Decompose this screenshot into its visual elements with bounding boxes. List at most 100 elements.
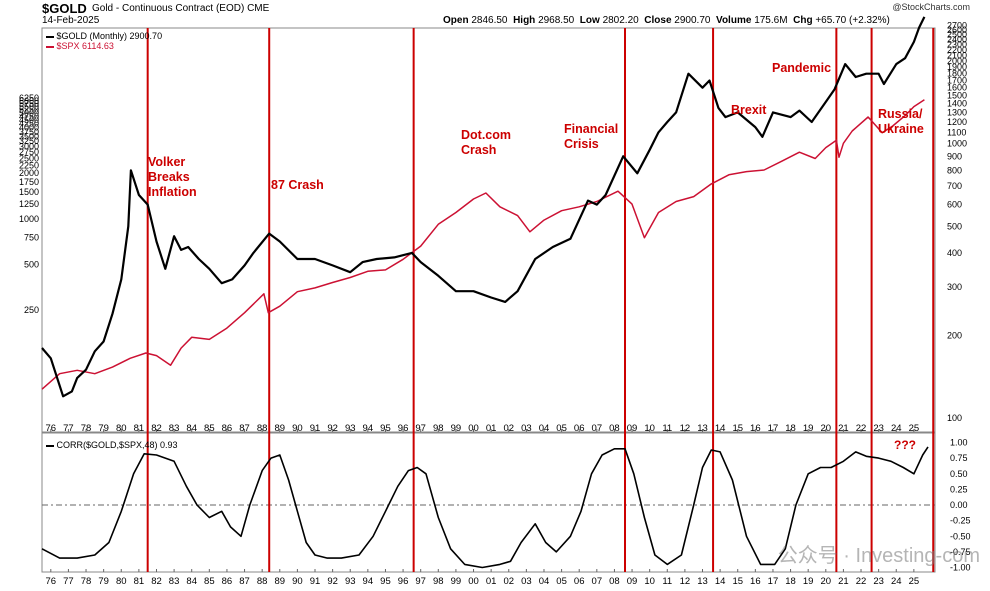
right-tick-label: 1200 — [947, 117, 967, 127]
low-label: Low — [579, 15, 600, 26]
right-tick-label: 2000 — [947, 56, 967, 66]
legend-gold: $GOLD (Monthly) 2900.70 — [46, 31, 162, 41]
x-tick-label-bottom: 91 — [310, 576, 321, 587]
x-tick-label-bottom: 08 — [609, 576, 620, 587]
x-tick-label-bottom: 85 — [204, 576, 215, 587]
description-text: Gold - Continuous Contract (EOD) — [92, 3, 245, 14]
left-tick-label: 5500 — [19, 102, 39, 112]
legend-gold-swatch — [46, 35, 54, 38]
event-label: Brexit — [731, 103, 767, 117]
left-tick-label: 2250 — [19, 160, 39, 170]
left-tick-label: 3250 — [19, 136, 39, 146]
spx-series-line — [41, 99, 925, 390]
x-tick-label-bottom: 16 — [750, 576, 761, 587]
x-tick-label-top: 15 — [732, 423, 743, 434]
close-value: 2900.70 — [674, 15, 711, 26]
high-label: High — [513, 15, 536, 26]
x-tick-label-bottom: 76 — [46, 576, 57, 587]
x-tick-label-top: 77 — [63, 423, 74, 434]
right-tick-label: 1300 — [947, 107, 967, 117]
chart-date: 14-Feb-2025 — [42, 15, 100, 26]
x-tick-label-bottom: 78 — [81, 576, 92, 587]
x-tick-label-top: 83 — [169, 423, 180, 434]
x-tick-label-top: 85 — [204, 423, 215, 434]
x-tick-label-bottom: 14 — [715, 576, 726, 587]
x-tick-label-top: 17 — [768, 423, 779, 434]
stockcharts-logo: @StockCharts.com — [892, 2, 970, 12]
x-tick-label-top: 23 — [873, 423, 884, 434]
x-tick-label-top: 87 — [239, 423, 250, 434]
open-value: 2846.50 — [471, 15, 508, 26]
x-tick-label-top: 05 — [556, 423, 567, 434]
x-tick-label-bottom: 87 — [239, 576, 250, 587]
price-panel-frame — [41, 27, 936, 433]
x-tick-label-top: 03 — [521, 423, 532, 434]
legend-corr-text: CORR($GOLD,$SPX,48) 0.93 — [56, 440, 178, 450]
legend-spx-swatch — [46, 45, 54, 48]
x-tick-label-bottom: 93 — [345, 576, 356, 587]
right-tick-label: 900 — [947, 151, 962, 161]
x-tick-label-bottom: 09 — [627, 576, 638, 587]
low-value: 2802.20 — [602, 15, 639, 26]
symbol-title: $GOLD — [42, 1, 87, 16]
event-label: Dot.com — [461, 128, 511, 142]
legend-spx: $SPX 6114.63 — [46, 41, 114, 51]
x-tick-label-top: 99 — [451, 423, 462, 434]
corr-annotation: ??? — [894, 438, 916, 452]
x-tick-label-top: 13 — [697, 423, 708, 434]
x-tick-label-bottom: 95 — [380, 576, 391, 587]
x-tick-label-bottom: 10 — [644, 576, 655, 587]
x-tick-label-top: 08 — [609, 423, 620, 434]
x-tick-label-top: 14 — [715, 423, 726, 434]
x-tick-label-top: 91 — [310, 423, 321, 434]
left-tick-label: 2750 — [19, 147, 39, 157]
right-tick-label: 2100 — [947, 50, 967, 60]
right-tick-label: 500 — [947, 221, 962, 231]
x-tick-label-top: 22 — [856, 423, 867, 434]
x-tick-label-top: 93 — [345, 423, 356, 434]
event-label: Breaks — [148, 170, 190, 184]
x-tick-label-bottom: 11 — [662, 576, 672, 587]
exchange-text: CME — [247, 3, 270, 14]
event-label: Financial — [564, 122, 618, 136]
x-tick-label-top: 94 — [363, 423, 374, 434]
x-tick-label-top: 25 — [909, 423, 920, 434]
left-tick-label: 1500 — [19, 187, 39, 197]
x-tick-label-bottom: 06 — [574, 576, 585, 587]
x-tick-label-bottom: 17 — [768, 576, 779, 587]
left-tick-label: 4250 — [19, 119, 39, 129]
open-label: Open — [443, 15, 469, 26]
right-tick-label: 2600 — [947, 25, 967, 35]
left-tick-label: 5000 — [19, 108, 39, 118]
left-tick-label: 6250 — [19, 93, 39, 103]
right-tick-label: 1400 — [947, 99, 967, 109]
chg-label: Chg — [793, 15, 813, 26]
corr-tick-label: 0.00 — [950, 500, 968, 510]
right-tick-label: 2500 — [947, 30, 967, 40]
left-tick-label: 250 — [24, 305, 39, 315]
x-tick-label-bottom: 89 — [274, 576, 285, 587]
x-tick-label-bottom: 88 — [257, 576, 268, 587]
corr-panel-frame — [41, 432, 936, 573]
corr-tick-label: -0.75 — [950, 547, 971, 557]
x-tick-label-bottom: 07 — [592, 576, 603, 587]
right-tick-label: 600 — [947, 200, 962, 210]
event-label: Russia/ — [878, 107, 923, 121]
left-tick-label: 3500 — [19, 131, 39, 141]
right-tick-label: 1100 — [947, 127, 966, 137]
right-tick-label: 1900 — [947, 62, 967, 72]
left-tick-label: 2000 — [19, 168, 39, 178]
corr-series-line — [41, 446, 929, 569]
event-label: Crisis — [564, 137, 599, 151]
corr-tick-label: -0.25 — [950, 516, 971, 526]
right-tick-label: 300 — [947, 282, 962, 292]
left-tick-label: 3750 — [19, 127, 39, 137]
right-tick-label: 2700 — [947, 20, 967, 30]
x-tick-label-bottom: 22 — [856, 576, 867, 587]
x-tick-label-top: 04 — [539, 423, 550, 434]
chg-value: +65.70 (+2.32%) — [815, 15, 890, 26]
event-label: Volker — [148, 155, 185, 169]
x-tick-label-top: 78 — [81, 423, 92, 434]
x-tick-label-top: 86 — [222, 423, 233, 434]
left-tick-label: 4000 — [19, 123, 39, 133]
